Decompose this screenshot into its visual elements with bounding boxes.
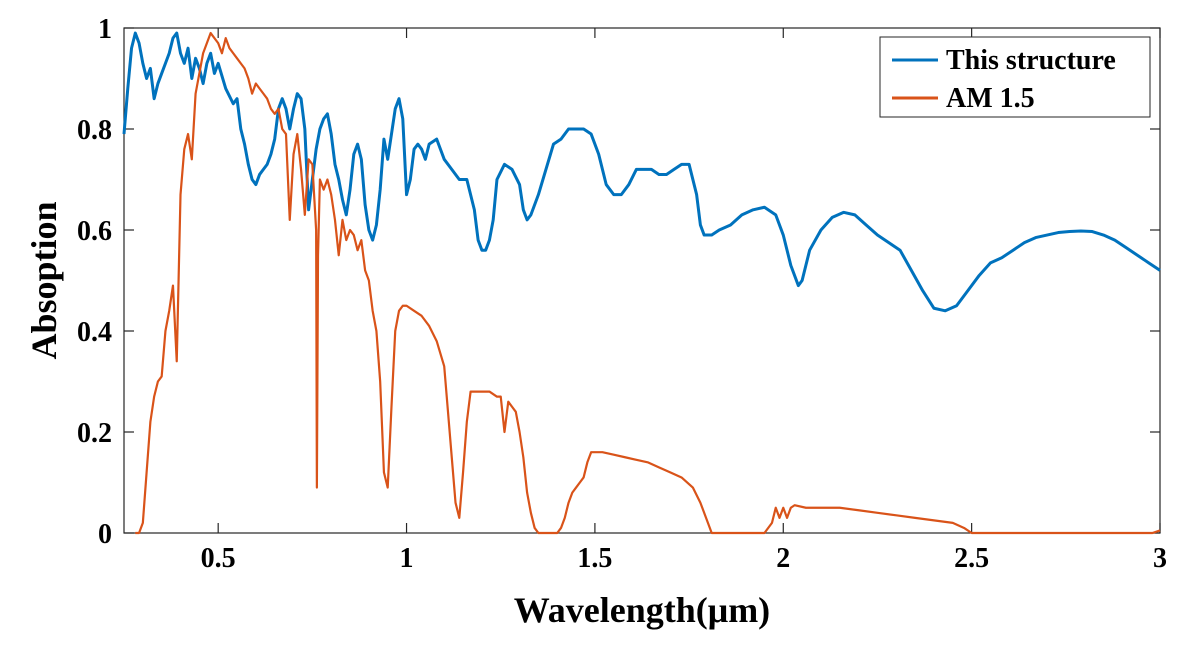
x-tick-label: 2: [776, 543, 790, 574]
x-tick-label: 0.5: [201, 543, 236, 574]
series-line-this-structure: [122, 31, 1161, 313]
x-tick-label: 2.5: [954, 543, 989, 574]
legend: This structure AM 1.5: [879, 36, 1151, 118]
y-tick-label: 1: [98, 14, 112, 45]
y-tick-label: 0.2: [77, 418, 112, 449]
y-tick-label: 0.4: [77, 317, 112, 348]
x-tick-label: 1: [400, 543, 414, 574]
y-tick-label: 0.6: [77, 216, 112, 247]
x-axis-title: Wavelength(μm): [514, 590, 770, 630]
x-tick-label: 3: [1153, 543, 1167, 574]
x-tick-label: 1.5: [577, 543, 612, 574]
y-tick-label: 0.8: [77, 115, 112, 146]
legend-box: [879, 36, 1151, 118]
y-tick-label: 0: [98, 519, 112, 550]
legend-entry-am-1-5: AM 1.5: [946, 83, 1035, 114]
axis-ticks: 0.5 1 1.5 2 2.5 3 0 0.2 0.4 0.6 0.8 1: [77, 14, 1167, 574]
series-line-am-1-5: [135, 31, 1161, 535]
series-lines: [122, 31, 1161, 535]
y-axis-title: Absoption: [24, 201, 64, 359]
legend-entry-this-structure: This structure: [946, 45, 1116, 76]
